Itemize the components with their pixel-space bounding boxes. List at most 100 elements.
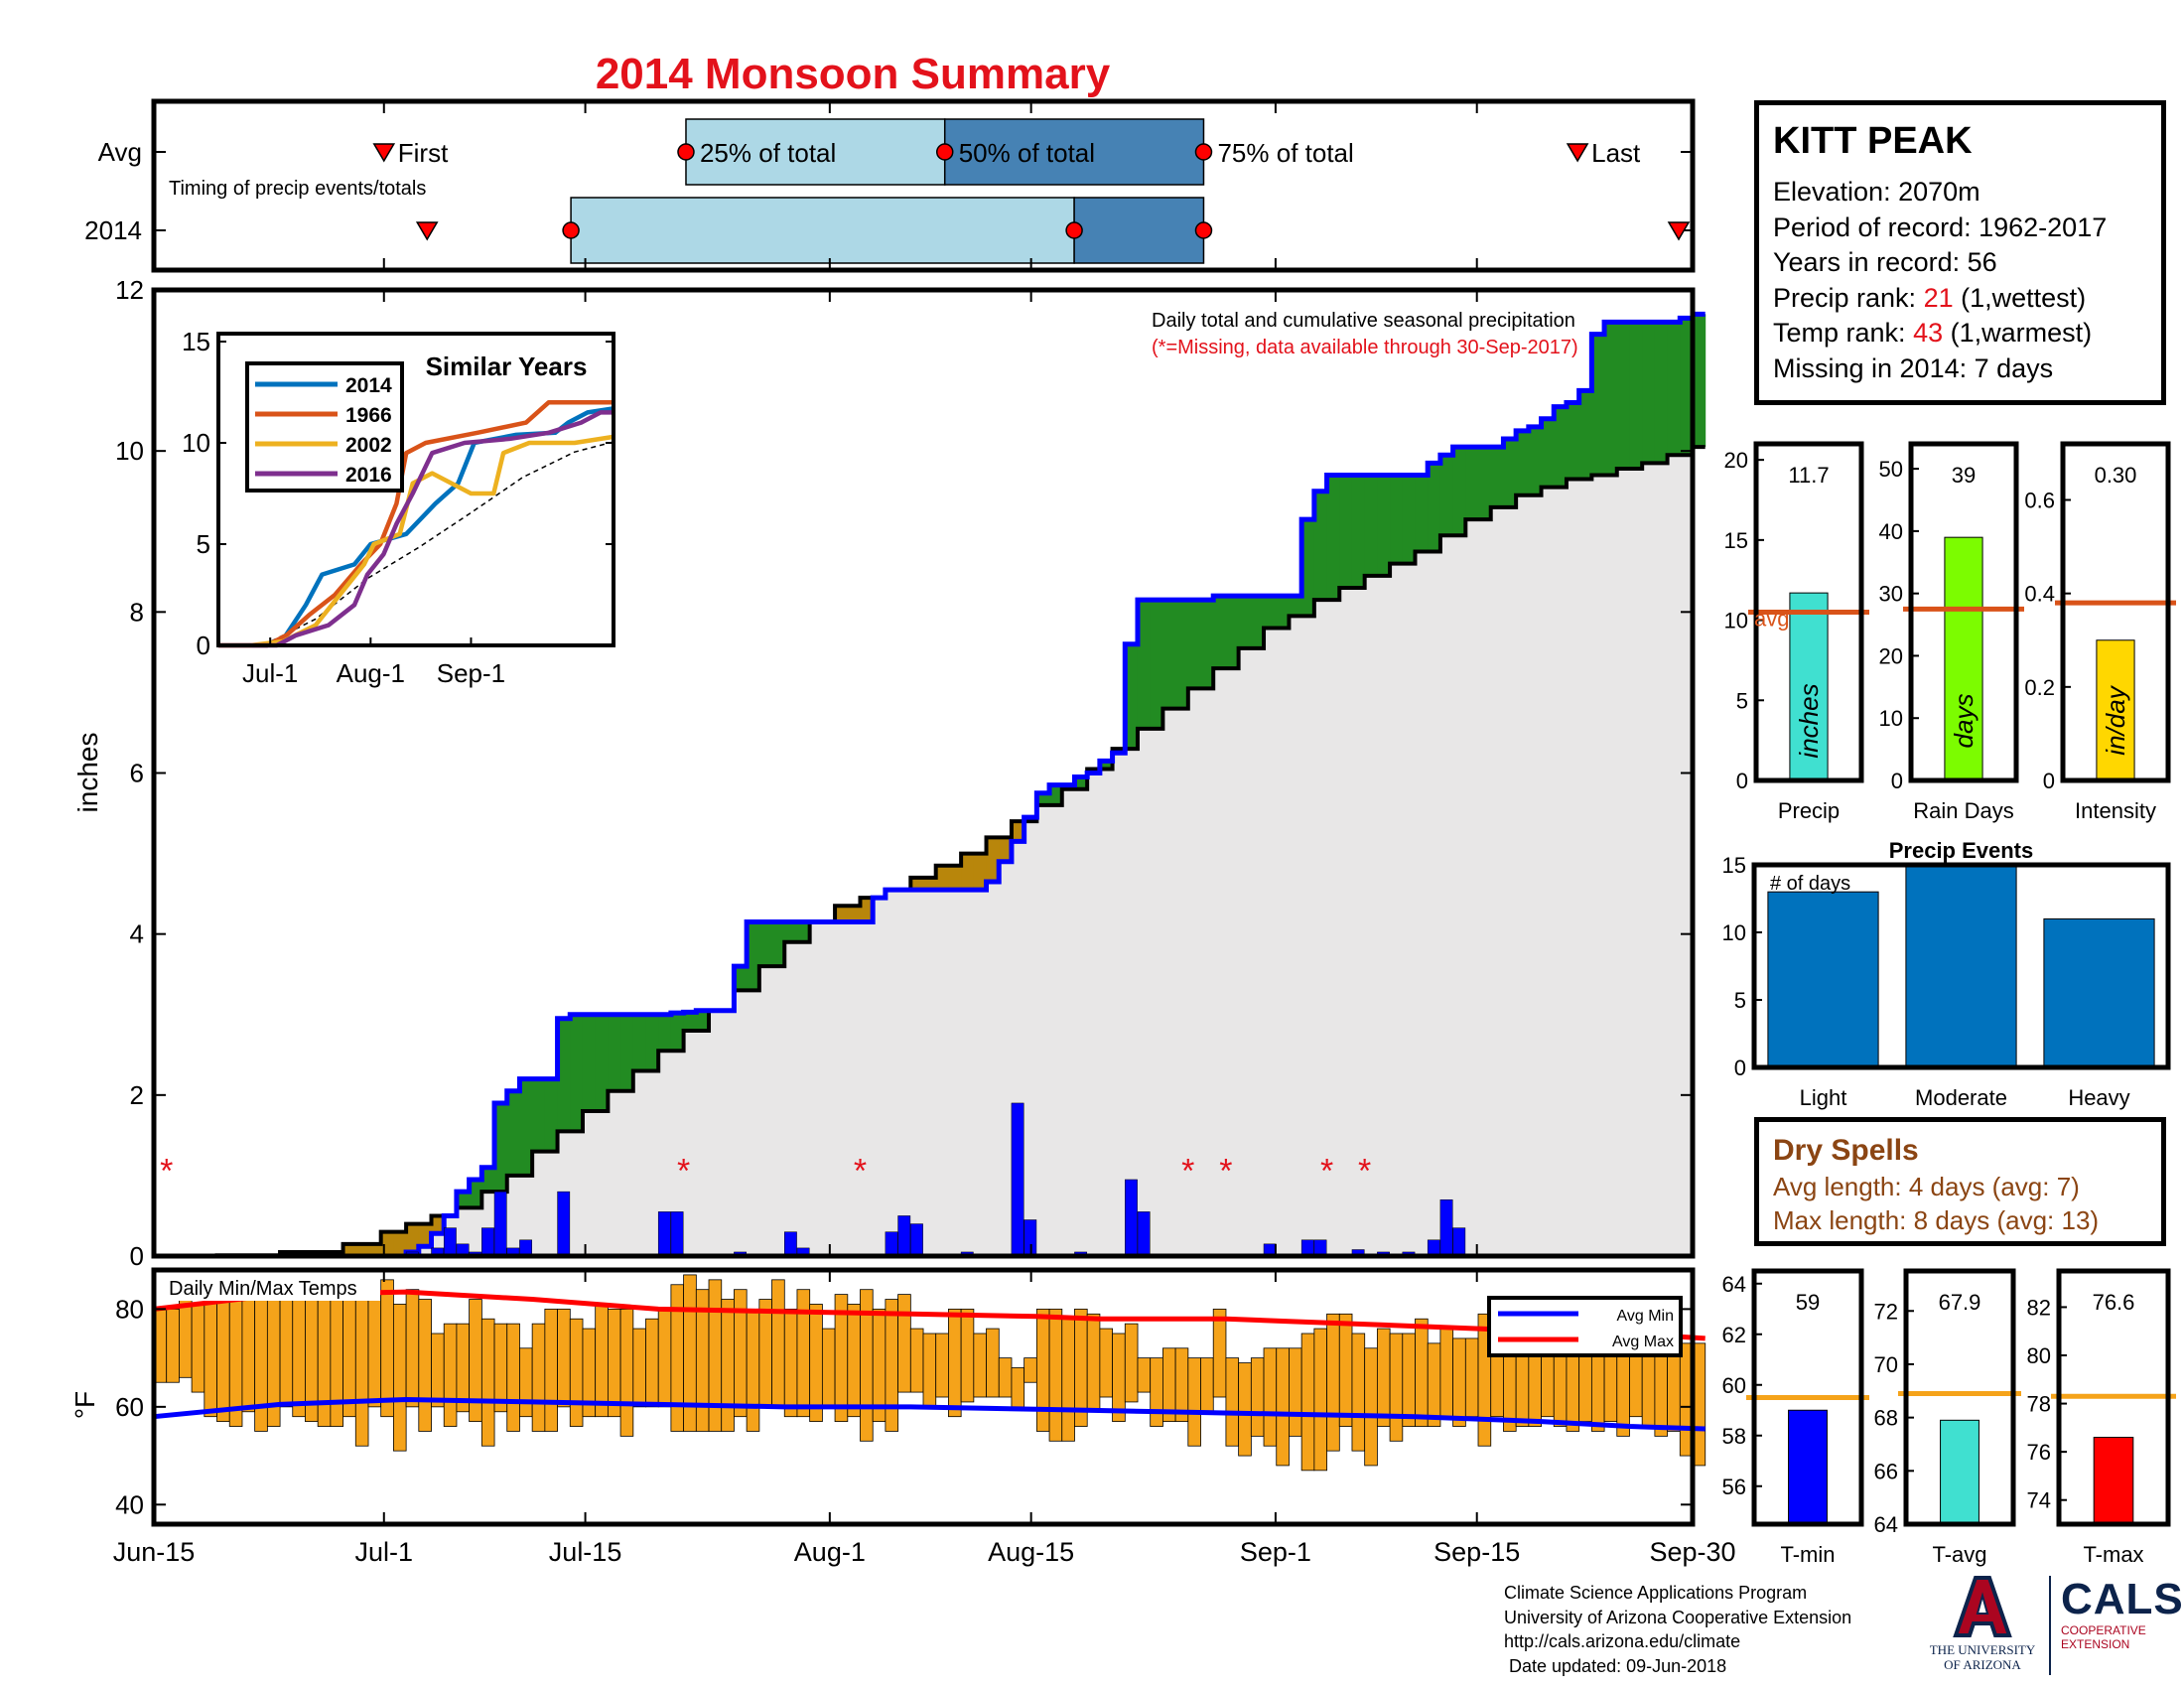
- daily-temp-bar: [519, 1347, 533, 1418]
- tmax-y-tick-label: 78: [2027, 1392, 2051, 1417]
- cumulative-precip-panel: * * * * * * * 0 2 4 6 8 10 12 inches Daily total and cu…: [72, 275, 1706, 1271]
- tmax-y-tick-label: 80: [2027, 1343, 2051, 1368]
- daily-temp-bar: [632, 1328, 646, 1408]
- above-average-fill: [1301, 519, 1315, 617]
- dry-spells-avg: Avg length: 4 days (avg: 7): [1773, 1172, 2080, 1201]
- above-average-fill: [796, 921, 811, 942]
- timing-percentile-marker: [935, 143, 954, 161]
- daily-precip-bar: [493, 1191, 507, 1257]
- above-average-fill: [1175, 600, 1189, 709]
- intensity-y-tick-label: 0: [2043, 769, 2055, 793]
- daily-temp-bar: [1452, 1337, 1466, 1427]
- below-average-fill: [935, 865, 949, 891]
- date-axis-label: Sep-15: [1433, 1537, 1520, 1567]
- tmax-y-tick-label: 82: [2027, 1295, 2051, 1320]
- station-precip-rank: Precip rank: 21 (1,wettest): [1773, 282, 2087, 313]
- timing-last-label: Last: [1591, 138, 1641, 168]
- timing-box-25-50: [685, 118, 946, 186]
- daily-temp-bar: [1364, 1347, 1378, 1467]
- daily-temp-bar: [847, 1304, 861, 1418]
- daily-temp-bar: [909, 1328, 924, 1393]
- similar-series-2016: [218, 410, 614, 648]
- intensity-y-tick-label: 0.4: [2024, 582, 2055, 607]
- events-bar-light: [1767, 891, 1879, 1068]
- season_precip-y-tick-label: 15: [1724, 528, 1748, 553]
- tmin-y-tick-label: 56: [1722, 1475, 1746, 1499]
- daily-temp-bar: [1150, 1357, 1163, 1427]
- intensity-frame: [2060, 441, 2171, 783]
- below-average-fill: [835, 906, 849, 922]
- tmin-y-tick-label: 58: [1722, 1424, 1746, 1449]
- credits-footer: Climate Science Applications Program Uni…: [1504, 1581, 1851, 1678]
- events-y-tick-label: 15: [1722, 853, 1746, 878]
- cumulative-y-tick-label: 4: [130, 919, 144, 949]
- station-info-box: KITT PEAK Elevation: 2070m Period of rec…: [1754, 100, 2166, 405]
- daily-temp-bar: [254, 1294, 268, 1432]
- cumulative-y-axis-label: inches: [72, 733, 103, 813]
- daily-temp-bar: [317, 1289, 332, 1427]
- above-average-fill: [1200, 600, 1214, 689]
- daily-temp-bar: [342, 1299, 356, 1418]
- timing-first-last-marker: [1566, 143, 1589, 163]
- temps-title: Daily Min/Max Temps: [169, 1278, 357, 1300]
- above-average-fill: [1452, 447, 1466, 536]
- daily-temp-bar: [279, 1299, 294, 1408]
- above-average-fill: [1439, 455, 1454, 536]
- below-average-fill: [393, 1231, 407, 1256]
- similar-y-tick-label: 5: [197, 529, 210, 559]
- daily-precip-bar: [670, 1211, 684, 1257]
- above-average-fill: [645, 1014, 659, 1071]
- similar-years-title: Similar Years: [426, 352, 588, 381]
- daily-temp-bar: [1035, 1308, 1050, 1432]
- daily-temp-bar: [998, 1357, 1013, 1398]
- above-average-fill: [456, 1192, 471, 1208]
- daily-temp-bar: [418, 1299, 432, 1432]
- dry-spells-title: Dry Spells: [1773, 1134, 1919, 1167]
- daily-temp-bar: [1300, 1333, 1315, 1472]
- precip-events-panel: Light Moderate Heavy 0 5 10 15 Precip Events # o…: [1722, 838, 2171, 1110]
- season_precip-avg-label: avg: [1754, 607, 1789, 632]
- above-average-fill: [1339, 475, 1353, 589]
- daily-temp-bar: [292, 1289, 306, 1418]
- similar-legend-label: 1966: [345, 404, 392, 427]
- daily-temp-bar: [1200, 1357, 1214, 1413]
- timing-first-last-marker: [415, 221, 439, 241]
- daily-temp-bar: [758, 1299, 772, 1408]
- similar-y-tick-label: 0: [197, 631, 210, 660]
- events-bar-heavy: [2043, 917, 2155, 1068]
- timing-row-label: Avg: [98, 137, 142, 167]
- season_precip-value-label: 11.7: [1788, 463, 1829, 488]
- tavg-x-label: T-avg: [1932, 1542, 1986, 1567]
- season_precip-x-label: Precip: [1778, 798, 1840, 823]
- daily-temp-bar: [216, 1289, 230, 1423]
- daily-temp-bar: [1629, 1347, 1643, 1418]
- daily-temp-bar: [821, 1328, 836, 1408]
- rain_days-inner-label: days: [1949, 694, 1979, 749]
- daily-temp-bar: [657, 1308, 672, 1408]
- timing-annotation: Timing of precip events/totals: [169, 178, 426, 200]
- timing-p75-label: 75% of total: [1217, 138, 1353, 168]
- similar-x-tick-label: Jul-1: [242, 658, 298, 688]
- above-average-fill: [1693, 314, 1706, 448]
- daily-precip-bar: [1011, 1102, 1024, 1257]
- season_precip-y-tick-label: 10: [1724, 609, 1748, 633]
- similar-legend-label: 2014: [345, 374, 392, 397]
- avg-min-line: [153, 1396, 1706, 1432]
- above-average-fill: [1213, 596, 1227, 669]
- season_precip-y-tick-label: 20: [1724, 448, 1748, 473]
- daily-temp-bar: [683, 1274, 697, 1432]
- rain_days-y-tick-label: 10: [1879, 706, 1903, 731]
- credit-line-1: Climate Science Applications Program: [1504, 1583, 1808, 1603]
- timing-p25-label: 25% of total: [700, 138, 836, 168]
- daily-temp-bar: [922, 1333, 937, 1408]
- tmax-value-label: 76.6: [2093, 1290, 2135, 1315]
- above-average-fill: [747, 921, 760, 991]
- events-y-tick-label: 10: [1722, 920, 1746, 945]
- above-average-fill: [683, 1012, 697, 1031]
- daily-temp-bar: [796, 1289, 811, 1418]
- above-average-fill: [1428, 463, 1441, 552]
- daily-temp-bar: [721, 1299, 735, 1432]
- similar-y-tick-label: 10: [182, 428, 210, 458]
- station-period: Period of record: 1962-2017: [1773, 211, 2108, 242]
- above-average-fill: [1313, 491, 1328, 601]
